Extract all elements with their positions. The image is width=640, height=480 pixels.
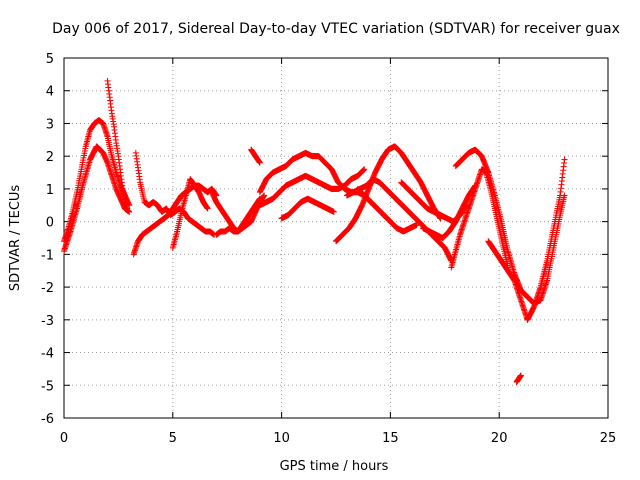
y-tick-label: 5 <box>46 52 54 67</box>
series-sat-q <box>420 182 479 241</box>
x-tick-label: 10 <box>273 431 290 446</box>
y-tick-label: 0 <box>46 216 54 231</box>
y-tick-label: 4 <box>46 85 54 100</box>
x-tick-label: 0 <box>60 431 68 446</box>
y-tick-label: 3 <box>46 117 54 132</box>
chart-title: Day 006 of 2017, Sidereal Day-to-day VTE… <box>52 21 620 37</box>
data-point <box>124 205 131 212</box>
data-point <box>256 159 263 166</box>
data-point <box>361 166 368 173</box>
series-sat-o <box>354 185 420 235</box>
data-points <box>61 77 568 385</box>
x-tick-label: 20 <box>491 431 508 446</box>
x-tick-label: 25 <box>600 431 617 446</box>
series-sat-c <box>104 77 131 212</box>
data-point <box>261 192 268 199</box>
y-tick-label: -2 <box>41 281 54 296</box>
y-tick-label: 1 <box>46 183 54 198</box>
series-sat-a <box>61 117 133 245</box>
data-point <box>517 372 524 379</box>
y-tick-label: -1 <box>41 248 54 263</box>
y-tick-label: -3 <box>41 314 54 329</box>
y-axis-label: SDTVAR / TECUs <box>8 185 23 292</box>
x-tick-label: 15 <box>382 431 399 446</box>
data-point <box>330 208 337 215</box>
data-point <box>413 221 420 228</box>
x-tick-label: 5 <box>169 431 177 446</box>
series-sat-t <box>485 156 568 323</box>
y-tick-label: -5 <box>41 379 54 394</box>
x-axis-label: GPS time / hours <box>280 459 389 474</box>
axis-ticks: 0 5 10 15 20 25 -6 -5 -4 -3 -2 -1 0 1 2 3 4 5 <box>41 52 616 446</box>
series-sat-l <box>278 195 337 222</box>
y-tick-label: -6 <box>41 412 54 427</box>
series-sat-s <box>448 166 511 271</box>
data-point <box>561 156 568 163</box>
series-sat-r <box>452 146 568 307</box>
series-sat-e <box>132 149 218 238</box>
series-sat-f <box>169 176 211 251</box>
y-tick-label: 2 <box>46 150 54 165</box>
series-sat-h <box>213 192 268 238</box>
series-sat-m <box>333 143 444 245</box>
series-sat-b <box>61 143 133 255</box>
data-point <box>204 205 211 212</box>
series-sat-i <box>248 146 263 166</box>
series-sat-k <box>256 166 368 209</box>
data-point <box>126 208 133 215</box>
series-sat-u <box>513 372 524 385</box>
y-tick-label: -4 <box>41 347 54 362</box>
